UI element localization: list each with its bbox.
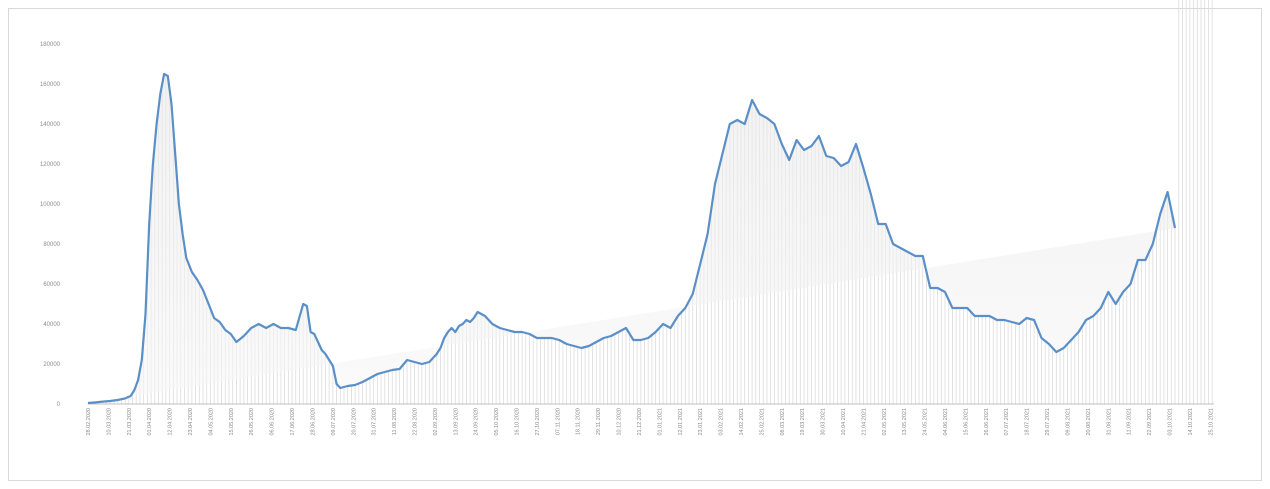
x-tick-label: 17.06.2020 bbox=[290, 408, 296, 436]
x-tick-label: 21.12.2020 bbox=[637, 408, 643, 436]
area-fill bbox=[88, 74, 1175, 403]
x-tick-label: 02.09.2020 bbox=[433, 408, 439, 436]
x-tick-label: 13.05.2021 bbox=[902, 408, 908, 436]
x-tick-label: 25.02.2021 bbox=[759, 408, 765, 436]
x-tick-label: 24.05.2021 bbox=[923, 408, 929, 436]
x-tick-label: 14.02.2021 bbox=[739, 408, 745, 436]
x-tick-label: 03.02.2021 bbox=[719, 408, 725, 436]
x-tick-label: 21.04.2021 bbox=[861, 408, 867, 436]
y-tick-label: 40000 bbox=[43, 322, 60, 328]
y-tick-label: 60000 bbox=[43, 282, 60, 288]
x-tick-label: 02.05.2021 bbox=[882, 408, 888, 436]
x-tick-label: 05.10.2020 bbox=[494, 408, 500, 436]
x-tick-label: 10.03.2020 bbox=[106, 408, 112, 436]
x-tick-label: 29.11.2020 bbox=[596, 408, 602, 435]
y-tick-label: 160000 bbox=[40, 82, 61, 88]
x-tick-label: 29.07.2021 bbox=[1045, 408, 1051, 436]
y-tick-label: 20000 bbox=[43, 362, 60, 368]
x-tick-label: 28.06.2020 bbox=[310, 408, 316, 436]
x-tick-label: 31.08.2021 bbox=[1106, 408, 1112, 436]
x-tick-label: 31.07.2020 bbox=[372, 408, 378, 436]
x-tick-label: 06.06.2020 bbox=[270, 408, 276, 436]
x-tick-label: 27.10.2020 bbox=[535, 408, 541, 436]
x-tick-label: 23.04.2020 bbox=[188, 408, 194, 436]
x-tick-label: 10.12.2020 bbox=[617, 408, 623, 436]
y-tick-label: 140000 bbox=[40, 122, 61, 128]
x-tick-label: 10.04.2021 bbox=[841, 408, 847, 436]
x-tick-label: 25.10.2021 bbox=[1208, 408, 1214, 436]
x-tick-label: 09.07.2020 bbox=[331, 408, 337, 436]
x-tick-label: 15.06.2021 bbox=[963, 408, 969, 436]
x-tick-label: 23.01.2021 bbox=[698, 408, 704, 436]
x-tick-label: 12.04.2020 bbox=[168, 408, 174, 436]
x-tick-label: 28.02.2020 bbox=[86, 408, 92, 436]
x-tick-label: 22.08.2020 bbox=[412, 408, 418, 436]
x-tick-label: 19.03.2021 bbox=[800, 408, 806, 436]
y-tick-label: 100000 bbox=[40, 202, 61, 208]
x-tick-label: 20.08.2021 bbox=[1086, 408, 1092, 436]
x-tick-label: 04.05.2020 bbox=[208, 408, 214, 436]
series-line bbox=[87, 72, 1177, 405]
y-tick-label: 120000 bbox=[40, 162, 61, 168]
x-tick-label: 07.11.2020 bbox=[555, 408, 561, 435]
x-tick-label: 01.04.2020 bbox=[147, 408, 153, 436]
x-tick-label: 04.06.2021 bbox=[943, 408, 949, 436]
x-tick-label: 18.07.2021 bbox=[1025, 408, 1031, 436]
y-axis-ticks: 0 20000 40000 60000 80000 100000 120000 140000 1… bbox=[40, 42, 61, 408]
x-tick-label: 30.03.2021 bbox=[821, 408, 827, 436]
x-tick-label: 15.05.2020 bbox=[229, 408, 235, 436]
x-tick-label: 18.11.2020 bbox=[576, 408, 582, 435]
x-tick-label: 26.05.2020 bbox=[249, 408, 255, 436]
x-tick-label: 26.06.2021 bbox=[984, 408, 990, 436]
x-tick-label: 11.09.2021 bbox=[1127, 408, 1133, 435]
x-tick-label: 08.03.2021 bbox=[780, 408, 786, 436]
x-tick-label: 21.03.2020 bbox=[127, 408, 133, 436]
x-tick-label: 24.09.2020 bbox=[474, 408, 480, 436]
x-tick-label: 16.10.2020 bbox=[515, 408, 521, 436]
x-tick-label: 11.08.2020 bbox=[392, 408, 398, 435]
x-tick-label: 01.01.2021 bbox=[657, 408, 663, 436]
x-tick-label: 20.07.2020 bbox=[351, 408, 357, 436]
x-tick-label: 09.08.2021 bbox=[1065, 408, 1071, 436]
x-tick-label: 03.10.2021 bbox=[1167, 408, 1173, 436]
x-tick-label: 14.10.2021 bbox=[1188, 408, 1194, 436]
x-tick-label: 12.01.2021 bbox=[678, 408, 684, 436]
x-tick-label: 22.09.2021 bbox=[1147, 408, 1153, 436]
x-axis-ticks: 28.02.2020 10.03.2020 21.03.2020 01.04.2020… bbox=[86, 408, 1214, 436]
y-tick-label: 0 bbox=[57, 402, 61, 408]
y-tick-label: 80000 bbox=[43, 242, 60, 248]
y-tick-label: 180000 bbox=[40, 42, 61, 48]
x-tick-label: 07.07.2021 bbox=[1004, 408, 1010, 436]
x-tick-label: 13.09.2020 bbox=[453, 408, 459, 436]
